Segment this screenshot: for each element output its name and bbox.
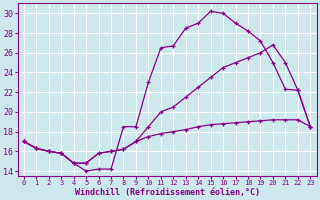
X-axis label: Windchill (Refroidissement éolien,°C): Windchill (Refroidissement éolien,°C) — [75, 188, 260, 197]
